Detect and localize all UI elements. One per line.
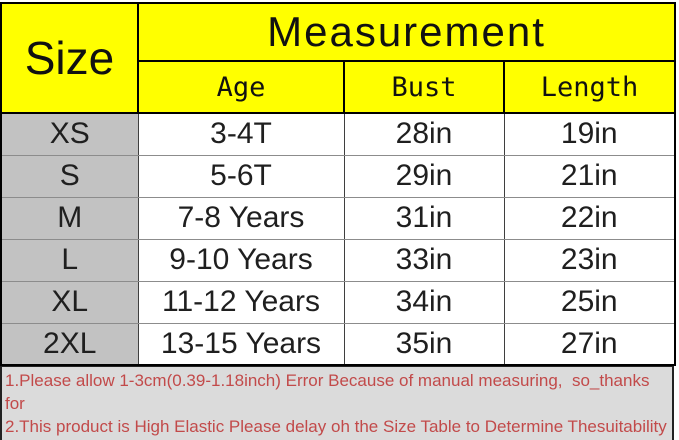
table-row-s: S 5-6T 29in 21in [0,154,676,198]
note-line-1: 1.Please allow 1-3cm(0.39-1.18inch) Erro… [5,371,655,413]
age-cell: 7-8 Years [137,196,345,240]
column-header-bust: Bust [343,60,505,114]
age-cell: 11-12 Years [137,280,345,324]
length-cell: 22in [503,196,676,240]
table-row-l: L 9-10 Years 33in 23in [0,238,676,282]
note-line-2: 2.This product is High Elastic Please de… [5,417,667,436]
table-row-xl: XL 11-12 Years 34in 25in [0,280,676,324]
table-row-m: M 7-8 Years 31in 22in [0,196,676,240]
length-cell: 27in [503,322,676,366]
table-row-xs: XS 3-4T 28in 19in [0,112,676,156]
header-row-columns: Age Bust Length [1,60,676,114]
size-cell: XL [0,280,139,324]
column-header-age: Age [137,60,345,114]
table-row-2xl: 2XL 13-15 Years 35in 27in [0,322,676,366]
header-row-measurement: Size Measurement [0,2,676,114]
length-cell: 21in [503,154,676,198]
column-header-length: Length [503,60,676,114]
length-cell: 19in [503,112,676,156]
age-cell: 3-4T [137,112,345,156]
size-cell: XS [0,112,139,156]
size-column-header: Size [0,2,139,114]
size-cell: M [0,196,139,240]
age-cell: 5-6T [137,154,345,198]
bust-cell: 33in [343,238,505,282]
age-cell: 9-10 Years [137,238,345,282]
size-cell: S [0,154,139,198]
age-cell: 13-15 Years [137,322,345,366]
bust-cell: 29in [343,154,505,198]
length-cell: 23in [503,238,676,282]
notes-box: 1.Please allow 1-3cm(0.39-1.18inch) Erro… [0,366,674,440]
size-chart-table: Size Measurement Age Bust Length XS 3-4T… [0,2,676,366]
bust-cell: 35in [343,322,505,366]
size-cell: L [0,238,139,282]
length-cell: 25in [503,280,676,324]
size-cell: 2XL [0,322,139,366]
bust-cell: 34in [343,280,505,324]
bust-cell: 31in [343,196,505,240]
measurement-header: Measurement [137,2,676,62]
bust-cell: 28in [343,112,505,156]
